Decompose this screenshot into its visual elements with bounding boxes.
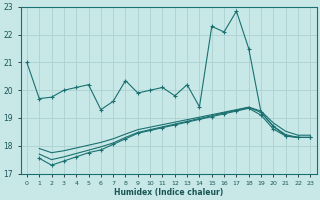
X-axis label: Humidex (Indice chaleur): Humidex (Indice chaleur)	[114, 188, 223, 197]
